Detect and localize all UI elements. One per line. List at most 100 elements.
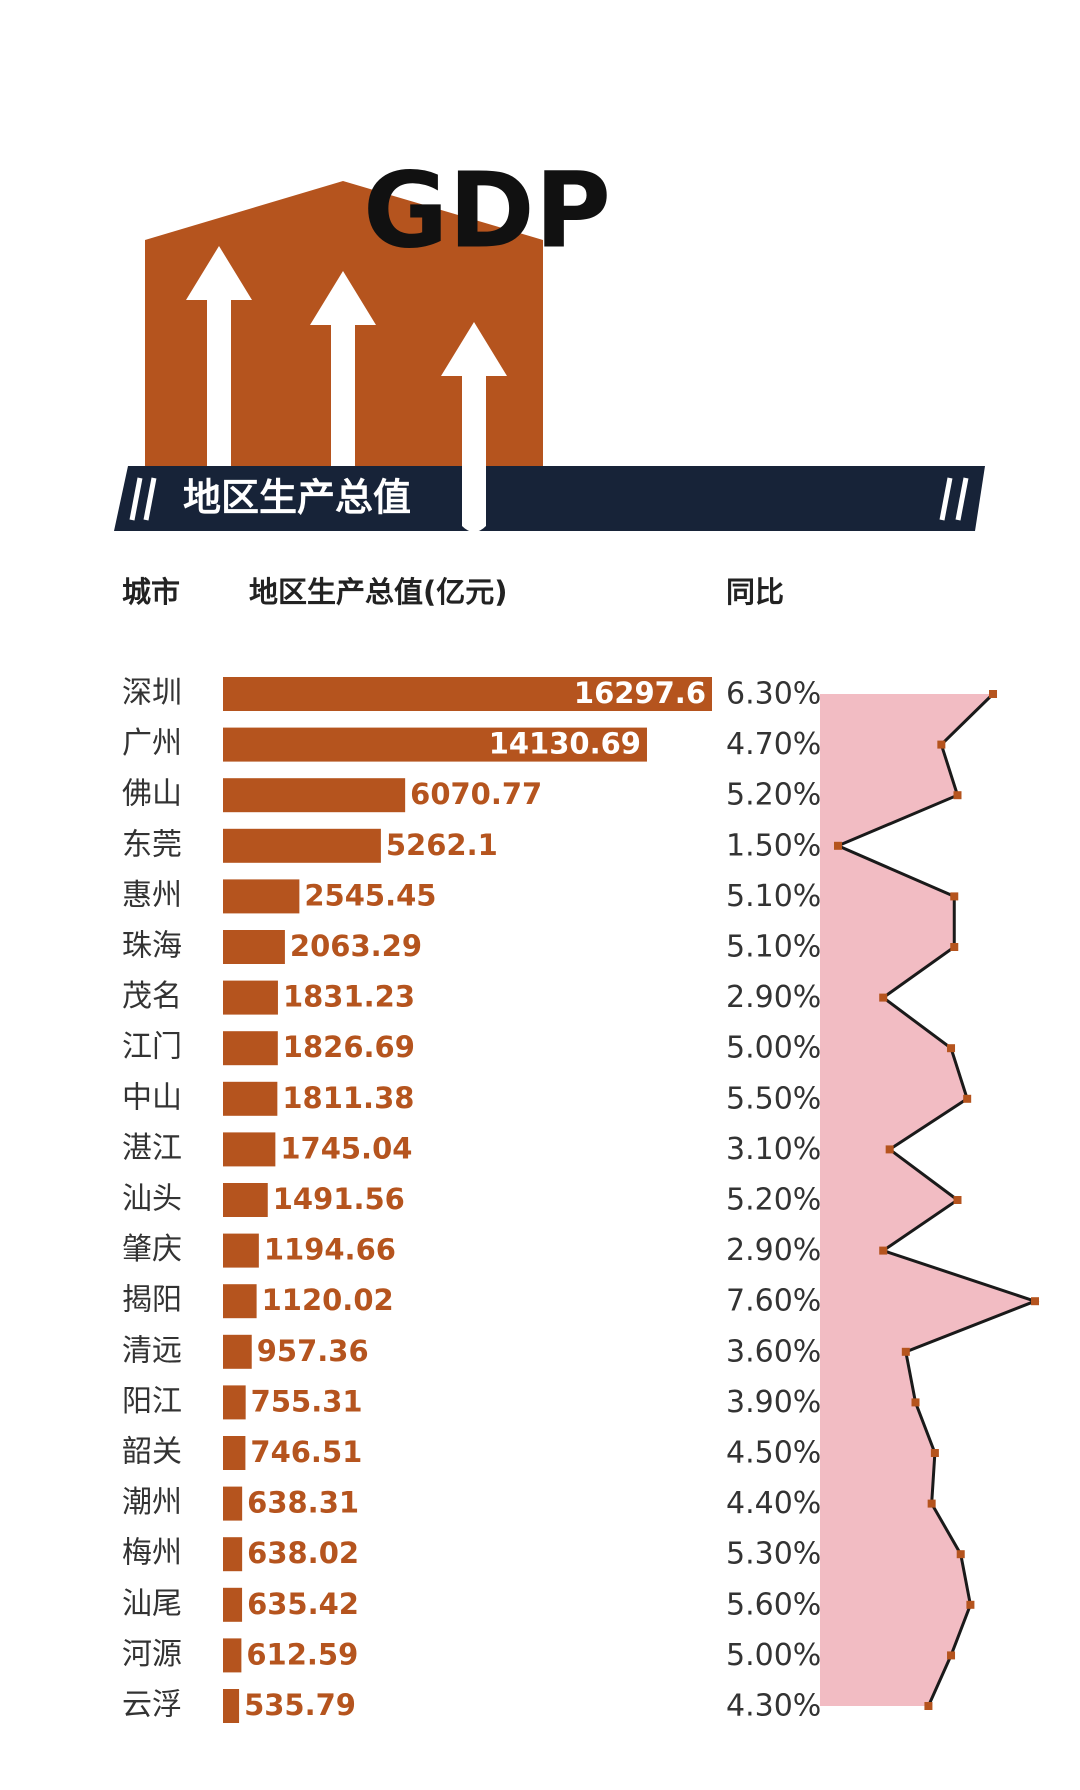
marker bbox=[879, 993, 888, 1002]
category-label: 揭阳 bbox=[122, 1283, 182, 1318]
value-label: 957.36 bbox=[257, 1334, 369, 1368]
bar bbox=[223, 930, 285, 964]
marker bbox=[834, 841, 842, 850]
growth-label: 4.50% bbox=[726, 1436, 821, 1471]
slash bbox=[129, 477, 143, 521]
value-label: 638.31 bbox=[247, 1486, 359, 1520]
value-label: 535.79 bbox=[244, 1688, 356, 1722]
slash bbox=[939, 477, 953, 521]
marker bbox=[956, 1550, 965, 1559]
marker bbox=[901, 1347, 910, 1356]
growth-label: 4.70% bbox=[726, 727, 821, 762]
marker bbox=[953, 1196, 962, 1204]
growth-label: 5.10% bbox=[726, 879, 821, 914]
value-label: 2063.29 bbox=[290, 929, 422, 963]
value-label: 746.51 bbox=[250, 1435, 362, 1469]
category-label: 惠州 bbox=[122, 878, 182, 913]
growth-label: 5.20% bbox=[726, 1183, 821, 1218]
bar bbox=[223, 1081, 278, 1116]
growth-label: 6.30% bbox=[726, 677, 821, 712]
growth-label: 2.90% bbox=[726, 1233, 821, 1268]
category-label: 韶关 bbox=[122, 1435, 182, 1470]
bar bbox=[223, 727, 647, 762]
area bbox=[820, 694, 1035, 1706]
column-header: 地区生产总值(亿元) bbox=[249, 575, 508, 609]
bar bbox=[223, 1587, 243, 1622]
value-label: 2545.45 bbox=[304, 878, 436, 912]
slash bbox=[955, 477, 969, 521]
category-label: 汕尾 bbox=[122, 1586, 182, 1621]
category-label: 茂名 bbox=[122, 979, 182, 1014]
value-label: 1811.38 bbox=[282, 1081, 414, 1115]
bar bbox=[223, 1334, 252, 1369]
growth-label: 4.40% bbox=[726, 1486, 821, 1521]
band-slashes bbox=[129, 477, 969, 521]
chart-subtitle: 地区生产总值 bbox=[183, 476, 411, 520]
marker bbox=[950, 892, 959, 901]
value-label: 612.59 bbox=[246, 1637, 358, 1671]
value-label: 1194.66 bbox=[264, 1233, 396, 1267]
bar bbox=[223, 1537, 243, 1572]
marker bbox=[930, 1449, 939, 1457]
bar bbox=[223, 778, 406, 813]
bar bbox=[223, 980, 278, 1015]
growth-label: 5.00% bbox=[726, 1031, 821, 1066]
marker bbox=[879, 1246, 888, 1255]
marker bbox=[963, 1094, 972, 1103]
category-label: 中山 bbox=[122, 1080, 182, 1115]
growth-label: 3.60% bbox=[726, 1334, 821, 1369]
value-label: 5262.1 bbox=[386, 828, 498, 862]
arrow bbox=[186, 246, 252, 466]
category-label: 汕头 bbox=[122, 1182, 182, 1217]
value-label: 1745.04 bbox=[280, 1131, 412, 1165]
bar bbox=[223, 1233, 259, 1268]
growth-label: 5.50% bbox=[726, 1081, 821, 1116]
category-label: 珠海 bbox=[122, 929, 182, 964]
category-label: 佛山 bbox=[122, 777, 182, 812]
header-band bbox=[114, 466, 985, 531]
marker bbox=[911, 1398, 920, 1407]
growth-label: 3.90% bbox=[726, 1385, 821, 1420]
bar bbox=[223, 1486, 243, 1521]
marker bbox=[885, 1145, 894, 1154]
arrows bbox=[186, 246, 376, 466]
category-label: 云浮 bbox=[122, 1688, 182, 1723]
category-label: 广州 bbox=[122, 726, 182, 761]
category-label: 河源 bbox=[122, 1637, 182, 1672]
value-label: 755.31 bbox=[251, 1384, 363, 1418]
category-label: 清远 bbox=[122, 1333, 182, 1368]
growth-label: 3.10% bbox=[726, 1132, 821, 1167]
slash bbox=[143, 477, 157, 521]
marker bbox=[927, 1499, 936, 1508]
bar bbox=[223, 1183, 268, 1217]
bar bbox=[223, 1689, 240, 1723]
value-label: 1826.69 bbox=[283, 1030, 415, 1064]
growth-label: 1.50% bbox=[726, 828, 821, 863]
category-label: 东莞 bbox=[122, 827, 182, 862]
growth-label: 5.60% bbox=[726, 1587, 821, 1622]
value-label: 1831.23 bbox=[283, 980, 415, 1014]
marker bbox=[947, 1044, 956, 1053]
bar bbox=[223, 879, 300, 914]
marker bbox=[950, 943, 959, 951]
growth-label: 5.30% bbox=[726, 1537, 821, 1572]
value-label: 638.02 bbox=[247, 1536, 359, 1570]
growth-label: 4.30% bbox=[726, 1689, 821, 1724]
marker bbox=[966, 1600, 975, 1609]
category-label: 梅州 bbox=[122, 1536, 182, 1571]
value-label: 635.42 bbox=[247, 1587, 359, 1621]
bar bbox=[223, 1031, 278, 1066]
bar bbox=[223, 1436, 246, 1470]
value-label: 1491.56 bbox=[273, 1182, 405, 1216]
bar bbox=[223, 828, 381, 863]
marker bbox=[1031, 1297, 1039, 1306]
value-label: 14130.69 bbox=[489, 727, 641, 761]
bar bbox=[223, 1132, 276, 1167]
category-label: 潮州 bbox=[122, 1485, 182, 1520]
growth-label: 7.60% bbox=[726, 1284, 821, 1319]
arrow bbox=[310, 271, 376, 466]
marker bbox=[924, 1702, 933, 1710]
bar bbox=[223, 1638, 242, 1673]
